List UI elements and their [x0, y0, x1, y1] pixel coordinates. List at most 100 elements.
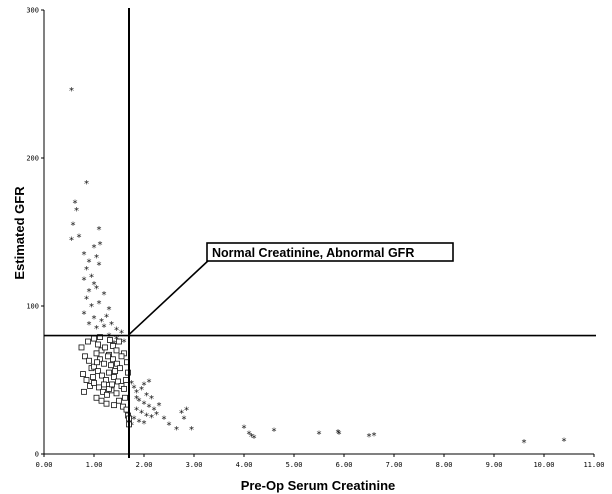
- asterisk-marker: *: [246, 429, 252, 440]
- square-marker: [95, 341, 101, 348]
- asterisk-marker: *: [138, 385, 144, 396]
- asterisk-marker: *: [153, 410, 159, 421]
- square-marker: [109, 381, 115, 388]
- asterisk-marker: *: [96, 261, 102, 272]
- asterisk-marker: *: [181, 414, 187, 425]
- square-marker: [102, 344, 108, 351]
- asterisk-marker: *: [86, 287, 92, 298]
- y-tick-label: 0: [35, 451, 39, 459]
- asterisk-marker: *: [86, 258, 92, 269]
- square-marker: [117, 365, 123, 372]
- asterisk-marker: *: [76, 232, 82, 243]
- square-marker: [106, 369, 112, 376]
- asterisk-marker: *: [316, 429, 322, 440]
- asterisk-marker: *: [146, 377, 152, 388]
- square-marker: [101, 360, 107, 367]
- x-tick-label: 1.00: [86, 461, 103, 469]
- square-marker: [123, 377, 129, 383]
- square-marker: [95, 368, 101, 375]
- annotation-text: Normal Creatinine, Abnormal GFR: [212, 246, 414, 260]
- square-marker: [114, 360, 120, 367]
- square-marker: [99, 372, 105, 379]
- reference-lines: [44, 8, 596, 458]
- y-tick-label: 100: [26, 303, 39, 311]
- x-tick-label: 2.00: [136, 461, 153, 469]
- asterisk-marker: *: [248, 432, 254, 443]
- x-tick-label: 0.00: [36, 461, 53, 469]
- asterisk-marker: *: [98, 317, 104, 328]
- asterisk-marker: *: [128, 379, 134, 390]
- square-marker: [98, 347, 105, 354]
- asterisk-marker: *: [83, 179, 89, 190]
- asterisk-marker: *: [156, 401, 162, 412]
- square-marker: [112, 368, 118, 375]
- asterisk-marker: *: [183, 406, 189, 417]
- square-marker: [97, 356, 103, 363]
- square-marker: [120, 403, 126, 410]
- asterisk-marker: *: [81, 250, 87, 261]
- square-marker: [83, 377, 90, 383]
- square-marker: [116, 397, 122, 404]
- asterisk-marker: *: [96, 225, 102, 236]
- square-marker: [82, 353, 88, 360]
- asterisk-marker: *: [101, 323, 107, 334]
- x-tick-label: 9.00: [486, 461, 503, 469]
- square-marker: [100, 388, 106, 395]
- asterisk-marker: *: [133, 388, 139, 399]
- x-tick-label: 8.00: [436, 461, 453, 469]
- asterisk-marker: *: [81, 275, 87, 286]
- square-marker: [115, 378, 121, 385]
- asterisk-marker: *: [103, 312, 109, 323]
- asterisk-marker: *: [141, 419, 147, 430]
- square-marker: [78, 344, 85, 351]
- y-axis-label: Estimated GFR: [12, 186, 27, 280]
- square-marker: [111, 402, 117, 409]
- x-tick-label: 3.00: [186, 461, 203, 469]
- x-tick-label: 6.00: [336, 461, 353, 469]
- asterisk-marker: *: [93, 253, 99, 264]
- square-marker: [87, 383, 93, 389]
- x-tick-label: 10.00: [533, 461, 554, 469]
- asterisk-marker: *: [521, 438, 527, 449]
- square-marker: [97, 334, 103, 340]
- asterisk-marker: *: [70, 221, 76, 232]
- asterisk-marker: *: [136, 417, 142, 428]
- x-tick-label: 4.00: [236, 461, 253, 469]
- square-marker: [93, 394, 100, 401]
- asterisk-marker: *: [88, 302, 94, 313]
- asterisk-marker: *: [108, 320, 114, 331]
- square-marker: [80, 371, 86, 377]
- square-marker: [86, 357, 92, 364]
- square-marker: [93, 350, 100, 357]
- square-marker: [98, 397, 105, 404]
- square-marker: [116, 338, 122, 345]
- asterisk-marker: *: [143, 391, 149, 402]
- asterisk-marker: *: [133, 406, 139, 417]
- square-marker: [108, 362, 114, 369]
- asterisk-marker: *: [81, 309, 87, 320]
- square-marker: [103, 400, 110, 407]
- asterisk-marker: *: [166, 420, 172, 431]
- asterisk-marker: *: [106, 332, 112, 343]
- asterisk-marker: *: [83, 295, 89, 306]
- asterisk-marker: *: [83, 265, 89, 276]
- x-tick-label: 7.00: [386, 461, 403, 469]
- x-axis-ticks: 0.00 1.00 2.00 3.00 4.00 5.00 6.00 7.00 8.00 9.00…: [36, 454, 605, 469]
- square-marker: [107, 337, 113, 343]
- asterisk-marker: *: [86, 320, 92, 331]
- asterisk-marker: *: [138, 409, 144, 420]
- x-axis-label: Pre-Op Serum Creatinine: [241, 478, 396, 493]
- asterisk-marker: *: [271, 426, 277, 437]
- asterisk-marker: *: [141, 380, 147, 391]
- asterisk-marker: *: [148, 394, 154, 405]
- square-marker: [101, 381, 107, 388]
- square-marker: [118, 353, 125, 360]
- square-marker: [110, 343, 116, 349]
- asterisk-marker: *: [561, 437, 567, 448]
- annotation: Normal Creatinine, Abnormal GFR: [128, 242, 454, 336]
- x-tick-label: 11.00: [583, 461, 604, 469]
- asterisk-marker: *: [93, 284, 99, 295]
- asterisk-marker: *: [173, 425, 179, 436]
- data-points: ****** ****** ***** ** **** *** * *** * * ********…: [68, 86, 567, 449]
